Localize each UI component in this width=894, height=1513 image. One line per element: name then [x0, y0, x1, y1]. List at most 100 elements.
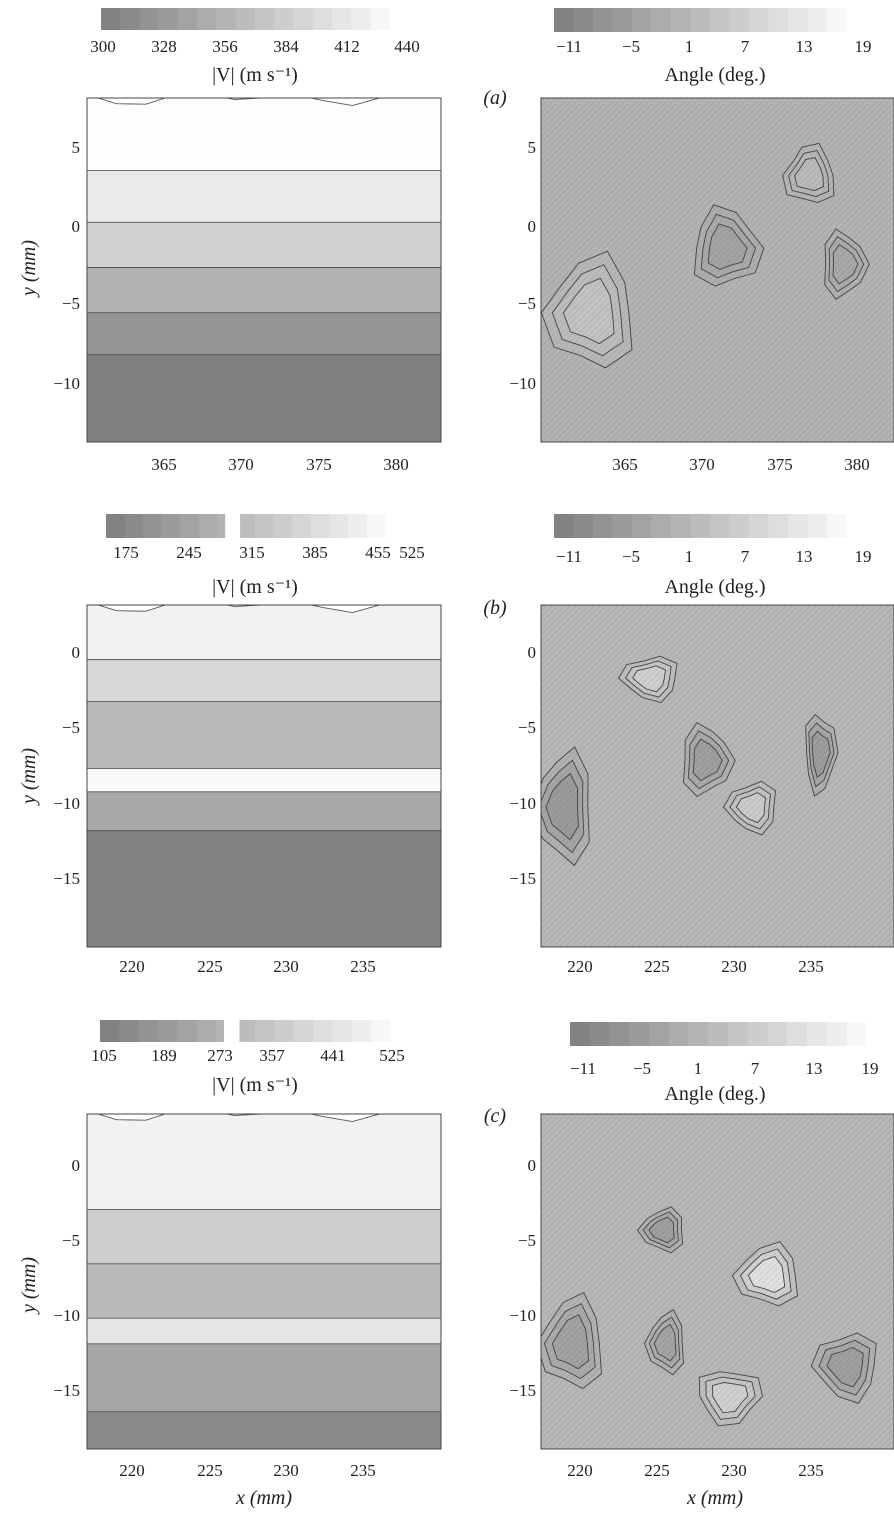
colorbar-swatch [312, 8, 333, 30]
colorbar-label: Angle (deg.) [664, 1083, 765, 1105]
colorbar-tick: 245 [176, 543, 202, 562]
panel-label: (b) [483, 597, 507, 619]
colorbar-swatch [826, 1022, 847, 1046]
x-axis-label: x (mm) [686, 1487, 743, 1509]
colorbar-swatch [124, 514, 144, 538]
colorbar-swatch [161, 514, 181, 538]
colorbar-swatch [199, 514, 219, 538]
colorbar-tick: 13 [796, 37, 813, 56]
colorbar-a-speed [101, 8, 410, 30]
colorbar-swatch [106, 514, 126, 538]
x-tick-label: 380 [844, 455, 870, 474]
plot-body [87, 605, 441, 947]
x-tick-label: 230 [273, 957, 299, 976]
y-tick-label: −10 [509, 374, 536, 393]
colorbar-swatch [593, 514, 613, 538]
x-tick-label: 370 [228, 455, 254, 474]
colorbar-swatch [313, 1020, 333, 1042]
colorbar-tick: 455 [365, 543, 391, 562]
y-tick-label: −10 [509, 794, 536, 813]
colorbar-tick: 300 [90, 37, 116, 56]
x-tick-label: 230 [721, 957, 747, 976]
colorbar-swatch [178, 8, 198, 30]
colorbar-swatch [846, 514, 867, 538]
colorbar-label: Angle (deg.) [664, 576, 765, 598]
colorbar-swatch [768, 514, 789, 538]
x-tick-label: 230 [273, 1461, 299, 1480]
colorbar-swatch [612, 8, 633, 32]
panel-label: (c) [484, 1105, 507, 1127]
colorbar-swatch [612, 514, 633, 538]
plot-c-speed [86, 1113, 442, 1450]
colorbar-swatch [747, 1022, 768, 1046]
colorbar-swatch [332, 1020, 353, 1042]
colorbar-tick: 315 [239, 543, 265, 562]
y-axis-label: y (mm) [18, 748, 40, 806]
colorbar-swatch [292, 514, 312, 538]
y-tick-label: −10 [509, 1306, 536, 1325]
colorbar-swatch [138, 1020, 159, 1042]
y-tick-label: 0 [72, 217, 81, 236]
contour-band [87, 1114, 441, 1210]
colorbar-swatch [728, 1022, 749, 1046]
colorbar-tick: 356 [212, 37, 238, 56]
colorbar-swatch [371, 1020, 392, 1042]
x-tick-label: 220 [119, 1461, 145, 1480]
colorbar-swatch [787, 1022, 808, 1046]
colorbar-swatch [651, 8, 672, 32]
colorbar-tick: 412 [334, 37, 360, 56]
colorbar-tick: 525 [399, 543, 425, 562]
colorbar-swatch [632, 8, 652, 32]
colorbar-tick: 385 [302, 543, 328, 562]
y-tick-label: −5 [518, 294, 536, 313]
colorbar-label: Angle (deg.) [664, 64, 765, 86]
plot-b-angle [540, 604, 894, 948]
y-tick-label: 0 [528, 1156, 537, 1175]
y-tick-label: −15 [509, 869, 536, 888]
colorbar-swatch [390, 1020, 411, 1042]
x-tick-label: 220 [567, 1461, 593, 1480]
colorbar-swatch [788, 8, 808, 32]
y-tick-label: 5 [72, 138, 81, 157]
x-tick-label: 235 [350, 957, 376, 976]
colorbar-swatch [332, 8, 352, 30]
colorbar-swatch [293, 1020, 314, 1042]
colorbar-tick: 19 [862, 1059, 879, 1078]
contour-texture [541, 1114, 894, 1449]
colorbar-swatch [554, 8, 574, 32]
y-tick-label: −5 [62, 718, 80, 737]
colorbar-swatch [729, 8, 750, 32]
colorbar-tick: 175 [113, 543, 139, 562]
colorbar-a-angle [554, 8, 867, 32]
colorbar-swatch [196, 1020, 217, 1042]
plot-body [87, 98, 441, 442]
x-tick-label: 365 [151, 455, 177, 474]
colorbar-swatch [293, 8, 314, 30]
x-tick-label: 375 [306, 455, 332, 474]
plot-b-speed [86, 604, 442, 948]
colorbar-tick: 525 [379, 1046, 405, 1065]
colorbar-swatch [158, 8, 179, 30]
plot-body [541, 605, 894, 947]
colorbar-swatch [119, 1020, 140, 1042]
colorbar-tick: 1 [694, 1059, 703, 1078]
plot-body [87, 1114, 441, 1449]
colorbar-swatch [255, 8, 275, 30]
x-tick-label: 380 [383, 455, 409, 474]
colorbar-swatch [255, 514, 275, 538]
x-tick-label: 225 [644, 957, 670, 976]
colorbar-swatch [827, 8, 847, 32]
y-tick-label: 0 [72, 1156, 81, 1175]
colorbar-swatch [216, 8, 237, 30]
colorbar-swatch [255, 1020, 275, 1042]
colorbar-swatch [570, 1022, 591, 1046]
colorbar-swatch [807, 1022, 828, 1046]
y-tick-label: −10 [53, 794, 80, 813]
colorbar-swatch [274, 8, 294, 30]
plot-body [541, 1114, 894, 1449]
colorbar-swatch [668, 1022, 689, 1046]
colorbar-swatch [629, 1022, 650, 1046]
colorbar-swatch [807, 514, 828, 538]
colorbar-swatch [690, 8, 711, 32]
colorbar-tick: 441 [320, 1046, 346, 1065]
